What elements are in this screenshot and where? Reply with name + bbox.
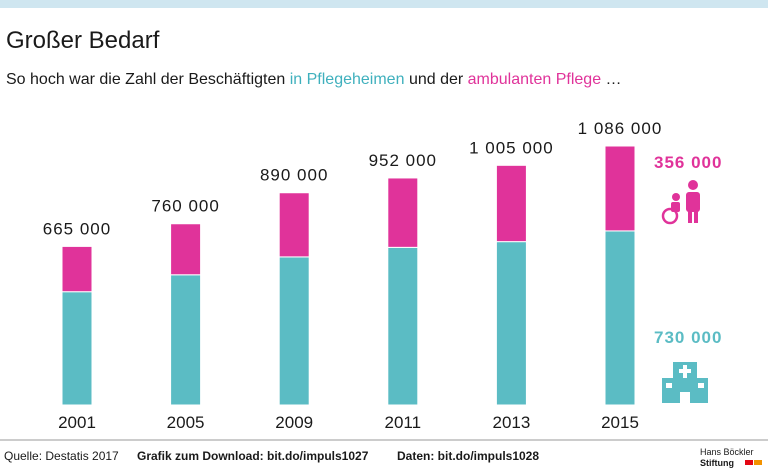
x-tick-label: 2013	[492, 413, 530, 432]
series-value-label: 730 000	[654, 328, 722, 347]
x-tick-label: 2005	[167, 413, 205, 432]
total-label: 1 005 000	[469, 138, 554, 157]
subtitle-series: ambulanten Pflege	[468, 71, 602, 88]
bar-segment	[387, 246, 419, 406]
bar-segment	[604, 145, 636, 232]
logo-mark	[745, 460, 753, 465]
bars: 665 000 2001 760 000 2005 890 000 2009 952 000…	[43, 119, 722, 432]
subtitle-series: in Pflegeheimen	[290, 71, 405, 88]
subtitle-part: So hoch war die Zahl der Beschäftigten	[6, 71, 285, 88]
logo-bottom: Stiftung	[700, 458, 734, 468]
x-tick-label: 2011	[385, 413, 422, 432]
x-tick-label: 2001	[58, 413, 96, 432]
x-tick-label: 2009	[275, 413, 313, 432]
subtitle-part: und der	[409, 71, 464, 88]
bar-segment	[495, 241, 527, 406]
total-label: 890 000	[260, 166, 328, 185]
source: Quelle: Destatis 2017	[4, 449, 119, 463]
data-link[interactable]: Daten: bit.do/impuls1028	[397, 449, 539, 463]
bar-segment	[278, 192, 310, 258]
hospital-icon	[662, 362, 708, 403]
logo-top: Hans Böckler	[700, 447, 754, 457]
top-band	[0, 0, 768, 8]
total-label: 952 000	[369, 151, 437, 170]
bar-segment	[278, 256, 310, 406]
bar-segment	[604, 230, 636, 406]
subtitle: So hoch war die Zahl der Beschäftigten i…	[6, 71, 622, 88]
total-label: 665 000	[43, 219, 111, 238]
bar-segment	[61, 245, 93, 293]
logo-mark	[754, 460, 762, 465]
bar-segment	[61, 291, 93, 406]
total-label: 760 000	[151, 197, 219, 216]
subtitle-part: …	[606, 71, 622, 88]
bar-segment	[170, 274, 202, 406]
download-link[interactable]: Grafik zum Download: bit.do/impuls1027	[137, 449, 369, 463]
bar-segment	[495, 164, 527, 243]
bar-segment	[170, 223, 202, 276]
total-label: 1 086 000	[578, 119, 663, 138]
bar-segment	[387, 177, 419, 248]
series-value-label: 356 000	[654, 153, 722, 172]
ambulant-icon	[661, 180, 700, 225]
x-tick-label: 2015	[601, 413, 639, 432]
chart-title: Großer Bedarf	[6, 27, 160, 54]
